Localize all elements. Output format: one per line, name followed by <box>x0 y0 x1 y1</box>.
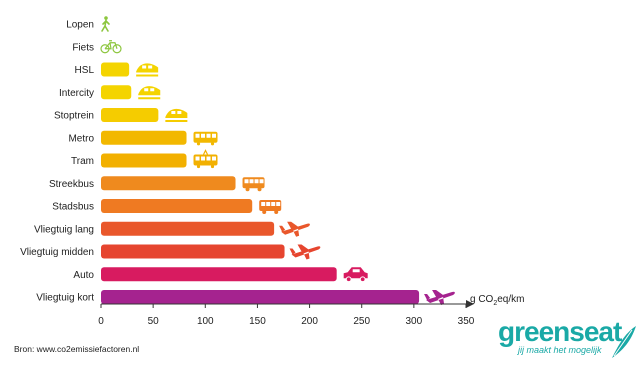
feather-icon <box>612 326 636 358</box>
walk-icon <box>101 16 110 32</box>
plane-icon <box>424 290 455 305</box>
plane-icon <box>279 221 310 237</box>
bar <box>101 199 253 213</box>
logo-wordmark: greenseat <box>498 316 622 347</box>
category-label: Vliegtuig lang <box>34 224 94 235</box>
category-label: Vliegtuig midden <box>20 247 94 258</box>
category-label: Auto <box>73 270 94 281</box>
source-note: Bron: www.co2emissiefactoren.nl <box>14 344 140 354</box>
bus-icon <box>259 200 282 214</box>
train-icon <box>165 108 188 122</box>
category-label: Intercity <box>59 88 94 99</box>
plane-icon <box>289 244 321 260</box>
train-icon <box>136 63 159 77</box>
metro-icon <box>193 131 218 146</box>
category-label: Metro <box>68 133 94 144</box>
x-axis-unit-label: g CO2eq/km <box>470 294 524 307</box>
category-label: Streekbus <box>49 179 94 190</box>
train-icon <box>138 86 161 100</box>
tram-icon <box>193 149 218 169</box>
logo-tagline: jij maakt het mogelijk <box>518 345 602 355</box>
bar <box>101 290 420 304</box>
car-icon <box>343 267 368 283</box>
x-tick-label: 100 <box>197 316 214 327</box>
bar <box>101 244 285 259</box>
greenseat-logo: greenseat jij maakt het mogelijk <box>498 316 638 362</box>
category-label: Stadsbus <box>52 202 94 213</box>
bar <box>101 176 236 191</box>
bar <box>101 62 130 77</box>
x-axis-arrow <box>466 300 474 308</box>
bicycle-icon <box>100 40 122 54</box>
category-label: Lopen <box>66 20 94 31</box>
x-tick-label: 250 <box>353 316 370 327</box>
category-label: Stoptrein <box>54 111 94 122</box>
x-tick-label: 350 <box>458 316 475 327</box>
bar <box>101 267 337 282</box>
bar <box>101 130 187 145</box>
bar <box>101 108 159 122</box>
bar <box>101 153 187 168</box>
x-tick-label: 200 <box>301 316 318 327</box>
x-tick-label: 300 <box>406 316 423 327</box>
x-tick-label: 150 <box>249 316 266 327</box>
x-tick-label: 0 <box>98 316 104 327</box>
bar <box>101 85 132 100</box>
x-tick-label: 50 <box>148 316 160 327</box>
bus-icon <box>242 177 265 192</box>
category-label: Vliegtuig kort <box>36 293 94 304</box>
category-label: Fiets <box>72 42 94 53</box>
bar <box>101 221 275 236</box>
category-label: HSL <box>75 65 95 76</box>
category-label: Tram <box>71 156 94 167</box>
